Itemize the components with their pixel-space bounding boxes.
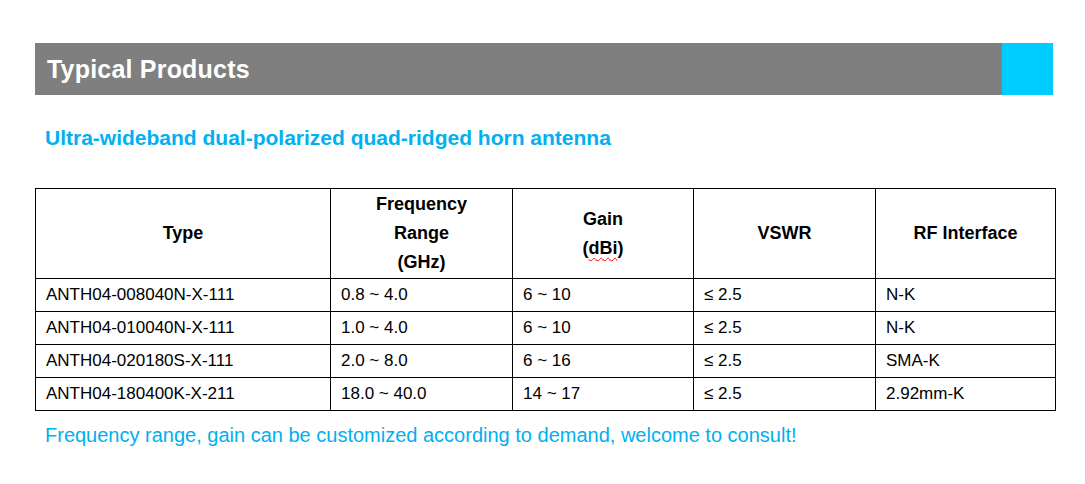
title-bar: Typical Products bbox=[35, 43, 1053, 95]
frequency-header-line: Range bbox=[331, 219, 512, 248]
cell-gain: 6 ~ 10 bbox=[513, 312, 694, 345]
cell-rf: N-K bbox=[876, 279, 1056, 312]
cell-frequency: 1.0 ~ 4.0 bbox=[331, 312, 513, 345]
table-header-row: Type Frequency Range (GHz) Gain (dBi) VS… bbox=[36, 189, 1056, 279]
col-header-gain: Gain (dBi) bbox=[513, 189, 694, 279]
cell-gain: 14 ~ 17 bbox=[513, 378, 694, 411]
cell-frequency: 18.0 ~ 40.0 bbox=[331, 378, 513, 411]
gain-header-unit-line: (dBi) bbox=[513, 234, 693, 263]
table-row: ANTH04-180400K-X-211 18.0 ~ 40.0 14 ~ 17… bbox=[36, 378, 1056, 411]
col-header-frequency-range: Frequency Range (GHz) bbox=[331, 189, 513, 279]
frequency-header-line: Frequency bbox=[331, 190, 512, 219]
products-table: Type Frequency Range (GHz) Gain (dBi) VS… bbox=[35, 188, 1056, 411]
cell-frequency: 0.8 ~ 4.0 bbox=[331, 279, 513, 312]
gain-header-line: Gain bbox=[513, 205, 693, 234]
cell-type: ANTH04-008040N-X-111 bbox=[36, 279, 331, 312]
cell-gain: 6 ~ 16 bbox=[513, 345, 694, 378]
cell-vswr: ≤ 2.5 bbox=[694, 279, 876, 312]
cell-rf: SMA-K bbox=[876, 345, 1056, 378]
col-header-rf-interface: RF Interface bbox=[876, 189, 1056, 279]
section-heading: Ultra-wideband dual-polarized quad-ridge… bbox=[45, 126, 611, 150]
cell-frequency: 2.0 ~ 8.0 bbox=[331, 345, 513, 378]
accent-square bbox=[1002, 43, 1053, 95]
cell-type: ANTH04-010040N-X-111 bbox=[36, 312, 331, 345]
cell-vswr: ≤ 2.5 bbox=[694, 312, 876, 345]
frequency-header-line: (GHz) bbox=[331, 248, 512, 277]
cell-rf: N-K bbox=[876, 312, 1056, 345]
table-row: ANTH04-020180S-X-111 2.0 ~ 8.0 6 ~ 16 ≤ … bbox=[36, 345, 1056, 378]
cell-vswr: ≤ 2.5 bbox=[694, 345, 876, 378]
col-header-type: Type bbox=[36, 189, 331, 279]
footer-note: Frequency range, gain can be customized … bbox=[45, 424, 797, 447]
page-title: Typical Products bbox=[35, 55, 250, 84]
slide-page: Typical Products Ultra-wideband dual-pol… bbox=[0, 0, 1085, 484]
cell-type: ANTH04-180400K-X-211 bbox=[36, 378, 331, 411]
cell-type: ANTH04-020180S-X-111 bbox=[36, 345, 331, 378]
spellcheck-squiggle-dbi: dBi bbox=[589, 238, 618, 258]
cell-gain: 6 ~ 10 bbox=[513, 279, 694, 312]
title-bar-background: Typical Products bbox=[35, 43, 1002, 95]
table-row: ANTH04-008040N-X-111 0.8 ~ 4.0 6 ~ 10 ≤ … bbox=[36, 279, 1056, 312]
paren-close: ) bbox=[618, 238, 624, 258]
table-row: ANTH04-010040N-X-111 1.0 ~ 4.0 6 ~ 10 ≤ … bbox=[36, 312, 1056, 345]
cell-vswr: ≤ 2.5 bbox=[694, 378, 876, 411]
col-header-vswr: VSWR bbox=[694, 189, 876, 279]
cell-rf: 2.92mm-K bbox=[876, 378, 1056, 411]
